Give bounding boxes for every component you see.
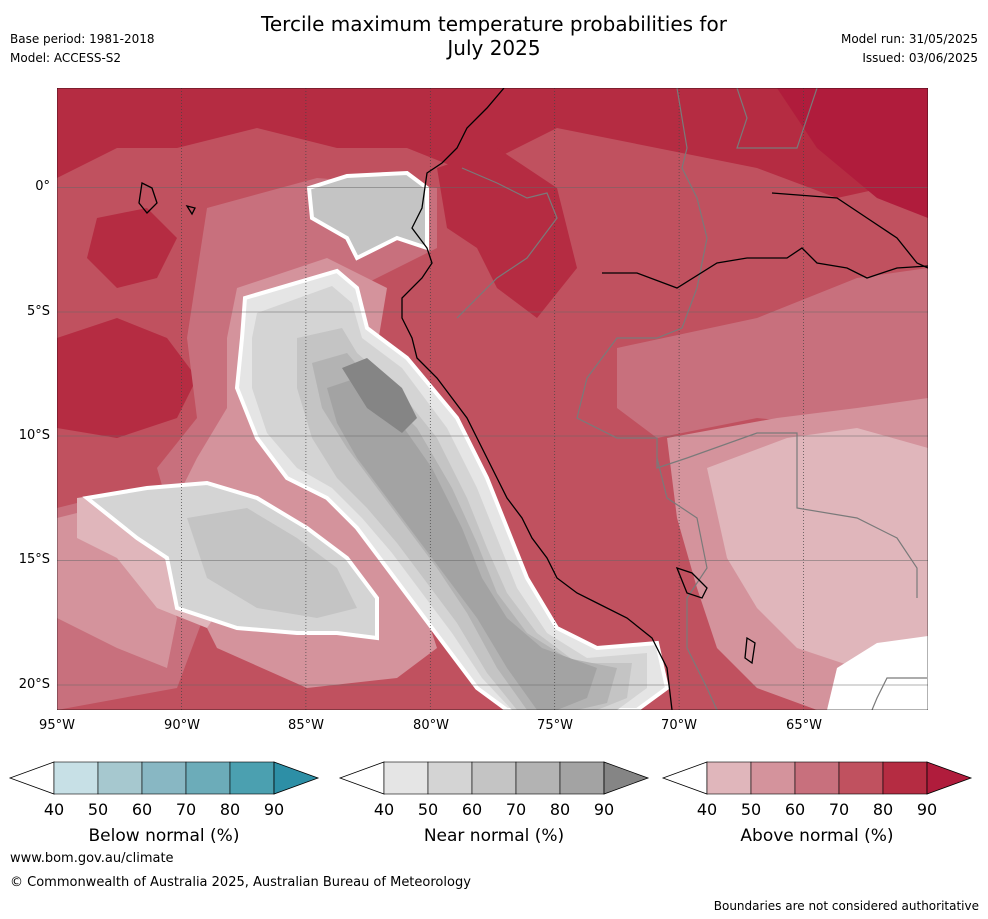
country-borders (456, 88, 927, 710)
above-80-coast-north (437, 148, 577, 318)
base-period-label: Base period: 1981-2018 (10, 32, 155, 46)
below-40-region (827, 636, 928, 710)
colorbar-below-swatch (229, 761, 275, 795)
above-80-west-blob2 (87, 208, 177, 288)
issued-label: Issued: 03/06/2025 (862, 51, 978, 65)
above-80-west-blob (57, 318, 197, 438)
lat-label-5s: 5°S (26, 304, 50, 319)
colorbar-tick-label: 40 (43, 800, 65, 819)
lat-label-15s: 15°S (18, 552, 50, 567)
website-link[interactable]: www.bom.gov.au/climate (10, 851, 174, 866)
title-line-2: July 2025 (447, 36, 541, 60)
colorbar-tick-label: 70 (175, 800, 197, 819)
near-southwest-inner (187, 508, 357, 618)
colorbar-above-swatch (794, 761, 840, 795)
colorbar-tick-label: 50 (87, 800, 109, 819)
colorbar-tick-label: 60 (131, 800, 153, 819)
colorbar-tick-label: 90 (593, 800, 615, 819)
colorbar-below (8, 761, 320, 795)
colorbar-near-swatch (383, 761, 429, 795)
model-label: Model: ACCESS-S2 (10, 51, 122, 65)
title-line-1: Tercile maximum temperature probabilitie… (261, 12, 727, 36)
map-title: Tercile maximum temperature probabilitie… (0, 12, 988, 60)
above-80-north (57, 88, 928, 198)
colorbar-near (338, 761, 650, 795)
colorbar-above-title: Above normal (%) (740, 826, 894, 846)
lon-label-75w: 75°W (537, 718, 573, 733)
lon-label-65w: 65°W (786, 718, 822, 733)
lon-label-80w: 80°W (413, 718, 449, 733)
lat-grid-lines (57, 187, 928, 686)
colorbar-tick-label: 80 (549, 800, 571, 819)
lon-label-95w: 95°W (39, 718, 75, 733)
colorbar-below-swatch (97, 761, 143, 795)
colorbar-tick-label: 60 (784, 800, 806, 819)
colorbar-tick-label: 90 (916, 800, 938, 819)
colorbar-below-swatch (185, 761, 231, 795)
disclaimer-text: Boundaries are not considered authoritat… (713, 899, 979, 913)
colorbar-near-swatch (471, 761, 517, 795)
colorbar-above (661, 761, 973, 795)
colorbar-near-swatch (515, 761, 561, 795)
lon-label-70w: 70°W (661, 718, 697, 733)
above-80-northeast (777, 88, 928, 218)
colorbar-below-swatch (53, 761, 99, 795)
lon-label-85w: 85°W (288, 718, 324, 733)
lat-label-0: 0° (35, 179, 50, 194)
above-60-east (617, 268, 928, 448)
probability-map (57, 88, 928, 710)
meta-right: Model run: 31/05/2025 Issued: 03/06/2025 (841, 30, 978, 68)
above-40-southeast (707, 428, 928, 668)
colorbar-tick-label: 80 (219, 800, 241, 819)
coastlines (138, 88, 928, 710)
colorbar-tick-label: 50 (740, 800, 762, 819)
lat-label-10s: 10°S (18, 428, 50, 443)
meta-left: Base period: 1981-2018 Model: ACCESS-S2 (10, 30, 155, 68)
near-80-region (327, 378, 597, 710)
colorbar-near-title: Near normal (%) (423, 826, 565, 846)
colorbar-tick-label: 70 (505, 800, 527, 819)
colorbar-above-swatch (838, 761, 884, 795)
colorbar-tick-label: 50 (417, 800, 439, 819)
colorbar-below-title: Below normal (%) (88, 826, 240, 846)
model-run-label: Model run: 31/05/2025 (840, 32, 978, 46)
colorbar-above-swatch (706, 761, 752, 795)
colorbar-above-swatch (882, 761, 928, 795)
colorbar-above-swatch (750, 761, 796, 795)
colorbar-near-swatch (427, 761, 473, 795)
colorbar-tick-label: 70 (828, 800, 850, 819)
colorbar-tick-label: 40 (373, 800, 395, 819)
colorbar-below-swatch (141, 761, 187, 795)
copyright-text: © Commonwealth of Australia 2025, Austra… (10, 875, 471, 890)
lon-label-90w: 90°W (164, 718, 200, 733)
colorbar-tick-label: 90 (263, 800, 285, 819)
colorbar-tick-label: 80 (872, 800, 894, 819)
lat-label-20s: 20°S (18, 677, 50, 692)
colorbar-tick-label: 40 (696, 800, 718, 819)
near-north-patch (306, 170, 429, 261)
colorbar-tick-label: 60 (461, 800, 483, 819)
near-90-region (342, 358, 417, 433)
colorbar-near-swatch (559, 761, 605, 795)
